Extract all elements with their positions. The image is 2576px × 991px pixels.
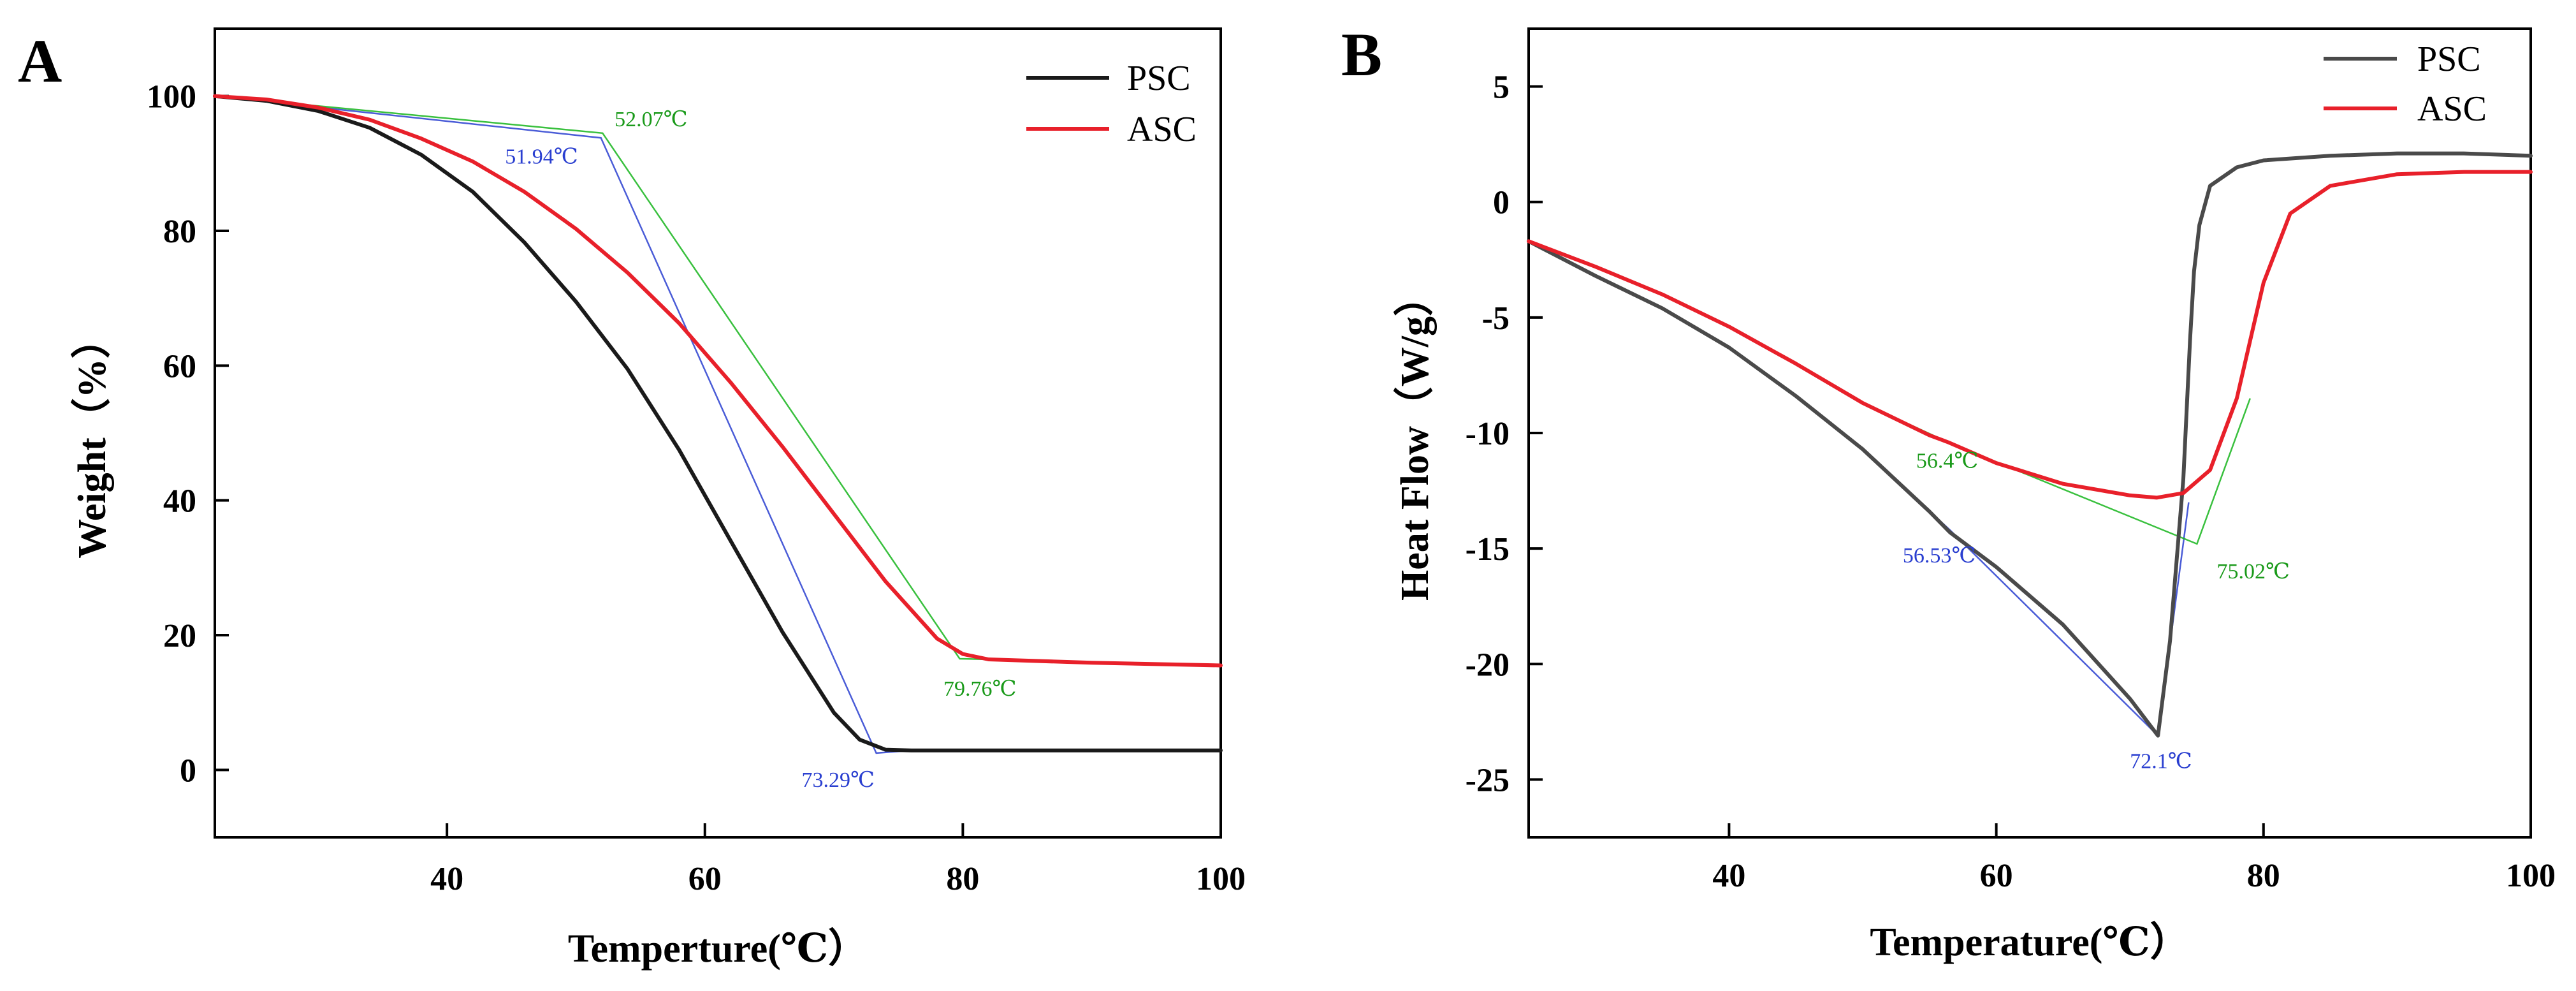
panel-label-b: B xyxy=(1341,20,1382,89)
panel-a-y-tick-label: 80 xyxy=(163,214,196,250)
panel-a-annotation: 73.29℃ xyxy=(802,768,875,792)
panel-a-annotation: 52.07℃ xyxy=(615,108,688,131)
panel-a-series-asc-line xyxy=(213,94,1223,668)
panel-a-legend: PSC ASC xyxy=(1026,59,1197,149)
panel-b-legend-label-psc: PSC xyxy=(2417,40,2481,79)
panel-b-annotation: 56.4℃ xyxy=(1916,449,1979,473)
panel-b: B 40 60 80 100 5 0 -5 -10 -15 -20 -25 56.4℃ 56.53℃ 7… xyxy=(1341,20,2556,964)
panel-a-x-tick-label: 60 xyxy=(688,861,722,897)
panel-b-plot-frame xyxy=(1527,27,2532,839)
panel-a-tangent-line xyxy=(214,95,989,661)
panel-b-y-tick-label: 5 xyxy=(1493,70,1510,106)
panel-a-legend-label-psc: PSC xyxy=(1127,59,1191,98)
panel-a-x-tick-label: 80 xyxy=(946,861,979,897)
panel-a-y-tick-label: 40 xyxy=(163,483,196,520)
panel-a-x-axis-title: Temperture(℃） xyxy=(568,926,868,971)
panel-b-x-tick-label: 80 xyxy=(2247,858,2280,894)
panel-a-annotation: 51.94℃ xyxy=(505,145,578,168)
panel-b-annotation: 72.1℃ xyxy=(2130,749,2192,773)
panel-a-tangent-line xyxy=(214,95,912,754)
panel-b-series-psc-line xyxy=(1527,151,2533,738)
panel-b-y-tick-label: -25 xyxy=(1466,762,1510,798)
panel-b-x-axis-title: Temperature(℃） xyxy=(1870,920,2189,964)
panel-a-x-tick-label: 40 xyxy=(430,861,463,897)
panel-a-y-tick-label: 0 xyxy=(180,752,196,789)
panel-b-y-tick-label: -15 xyxy=(1466,531,1510,568)
panel-b-x-tick-label: 40 xyxy=(1712,858,1745,894)
panel-a-plot-frame xyxy=(214,27,1222,839)
panel-a-x-tick-label: 100 xyxy=(1196,861,1246,897)
panel-label-a: A xyxy=(18,27,62,95)
panel-b-x-tick-label: 60 xyxy=(1980,858,2013,894)
panel-a-legend-label-asc: ASC xyxy=(1127,110,1197,149)
panel-b-annotation: 56.53℃ xyxy=(1903,544,1976,568)
panel-a-series-psc-line xyxy=(213,94,1223,752)
panel-b-y-tick-label: -10 xyxy=(1466,416,1510,452)
panel-b-y-axis-title: Heat Flow（W/g） xyxy=(1392,277,1437,601)
panel-b-annotation: 75.02℃ xyxy=(2216,560,2290,584)
panel-b-legend: PSC ASC xyxy=(2324,40,2487,129)
panel-a: A 40 60 80 100 0 20 40 60 80 100 51.94℃ 52.07℃ 79.7… xyxy=(18,27,1246,971)
panel-b-legend-label-asc: ASC xyxy=(2417,89,2487,129)
panel-b-y-tick-label: -5 xyxy=(1482,300,1510,337)
panel-b-y-tick-label: -20 xyxy=(1466,647,1510,683)
panel-a-y-tick-label: 60 xyxy=(163,348,196,385)
panel-a-y-axis-title: Weight（%） xyxy=(69,319,114,558)
panel-a-annotation: 79.76℃ xyxy=(943,677,1017,701)
panel-b-series-asc-line xyxy=(1527,170,2533,500)
panel-b-x-tick-label: 100 xyxy=(2506,858,2556,894)
panel-a-y-tick-label: 100 xyxy=(147,79,196,115)
panel-a-y-tick-label: 20 xyxy=(163,618,196,654)
panel-b-y-tick-label: 0 xyxy=(1493,185,1510,221)
